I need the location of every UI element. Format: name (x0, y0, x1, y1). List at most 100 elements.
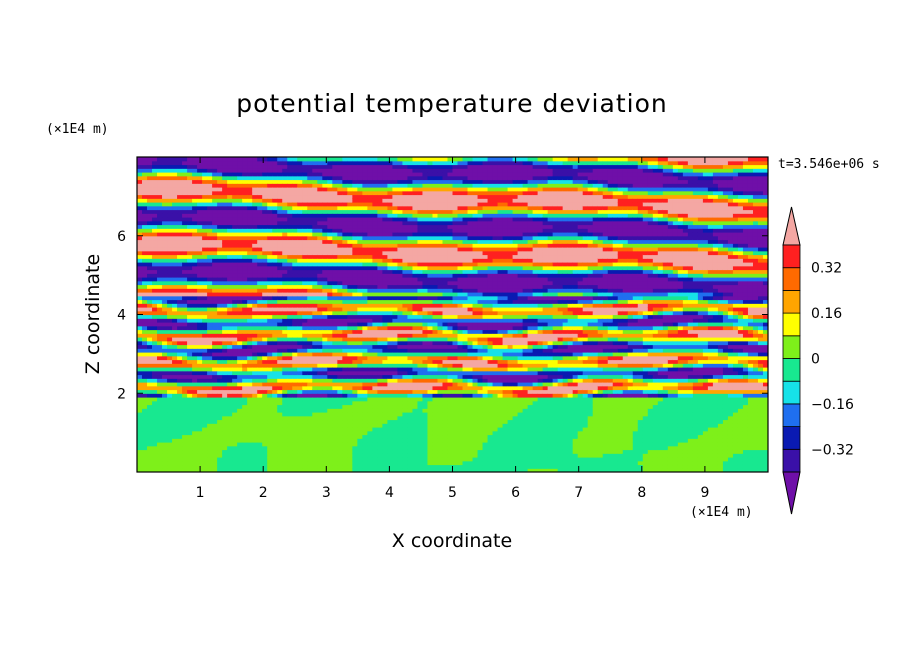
heatmap-cell (232, 168, 238, 173)
heatmap-cell (152, 239, 158, 244)
heatmap-cell (227, 157, 233, 162)
heatmap-cell (332, 164, 338, 169)
heatmap-cell (392, 239, 399, 244)
heatmap-cell (347, 408, 353, 413)
heatmap-cell (267, 164, 273, 169)
heatmap-cell (427, 393, 434, 398)
heatmap-cell (222, 247, 228, 252)
heatmap-cell (257, 464, 263, 469)
heatmap-cell (167, 374, 173, 379)
heatmap-cell (272, 288, 278, 293)
heatmap-cell (292, 352, 298, 357)
heatmap-cell (317, 389, 323, 394)
heatmap-cell (172, 209, 178, 214)
heatmap-cell (322, 367, 328, 372)
heatmap-cell (177, 183, 183, 188)
heatmap-cell (367, 457, 373, 462)
heatmap-cell (267, 288, 273, 293)
heatmap-cell (317, 329, 323, 334)
heatmap-cell (367, 239, 373, 244)
heatmap-cell (142, 468, 148, 472)
heatmap-cell (242, 453, 248, 458)
heatmap-cell (327, 333, 333, 338)
heatmap-cell (352, 265, 358, 271)
heatmap-cell (227, 460, 233, 466)
heatmap-cell (232, 307, 238, 312)
heatmap-cell (162, 164, 168, 169)
heatmap-cell (202, 329, 208, 334)
heatmap-cell (357, 340, 363, 346)
heatmap-cell (312, 164, 318, 169)
heatmap-cell (147, 460, 153, 466)
heatmap-cell (352, 329, 358, 334)
heatmap-cell (147, 258, 153, 263)
heatmap-cell (202, 412, 208, 417)
heatmap-cell (137, 172, 143, 177)
heatmap-cell (327, 172, 333, 177)
heatmap-cell (267, 307, 273, 312)
heatmap-cell (152, 449, 158, 454)
heatmap-cell (137, 393, 143, 398)
heatmap-cell (247, 329, 253, 334)
heatmap-cell (407, 217, 414, 222)
heatmap-cell (357, 172, 363, 177)
heatmap-cell (177, 258, 183, 263)
heatmap-cell (262, 355, 268, 361)
heatmap-cell (222, 457, 228, 462)
heatmap-cell (377, 190, 383, 196)
heatmap-cell (332, 310, 338, 316)
heatmap-cell (202, 160, 208, 166)
heatmap-cell (277, 434, 283, 439)
heatmap-cell (197, 292, 203, 297)
heatmap-cell (397, 183, 404, 188)
heatmap-cell (367, 295, 373, 301)
heatmap-cell (347, 412, 353, 417)
heatmap-cell (232, 423, 238, 428)
heatmap-cell (352, 190, 358, 196)
heatmap-cell (242, 243, 248, 248)
heatmap-cell (252, 464, 258, 469)
heatmap-cell (312, 295, 318, 301)
heatmap-cell (342, 164, 348, 169)
heatmap-cell (222, 445, 228, 451)
heatmap-cell (182, 408, 188, 413)
heatmap-cell (417, 157, 424, 162)
heatmap-cell (407, 374, 414, 379)
heatmap-cell (182, 239, 188, 244)
heatmap-cell (147, 213, 153, 218)
heatmap-cell (212, 265, 218, 271)
heatmap-cell (207, 250, 213, 256)
heatmap-cell (252, 359, 258, 364)
heatmap-cell (417, 389, 424, 394)
heatmap-cell (207, 258, 213, 263)
heatmap-cell (237, 445, 243, 451)
heatmap-cell (167, 277, 173, 282)
heatmap-cell (157, 187, 163, 192)
heatmap-cell (347, 449, 353, 454)
heatmap-cell (142, 430, 148, 436)
heatmap-cell (352, 232, 358, 237)
heatmap-cell (262, 235, 268, 241)
heatmap-cell (147, 389, 153, 394)
heatmap-cell (197, 164, 203, 169)
heatmap-cell (177, 198, 183, 203)
heatmap-cell (177, 445, 183, 451)
heatmap-cell (402, 363, 409, 368)
heatmap-cell (397, 378, 404, 383)
heatmap-cell (287, 243, 293, 248)
heatmap-cell (307, 363, 313, 368)
heatmap-cell (352, 389, 358, 394)
heatmap-cell (267, 258, 273, 263)
heatmap-cell (312, 348, 318, 353)
heatmap-cell (157, 419, 163, 424)
heatmap-cell (402, 438, 409, 443)
heatmap-cell (187, 277, 193, 282)
heatmap-cell (322, 468, 328, 472)
heatmap-cell (157, 224, 163, 229)
heatmap-cell (362, 385, 368, 391)
heatmap-cell (267, 419, 273, 424)
heatmap-cell (427, 224, 434, 229)
heatmap-cell (207, 348, 213, 353)
heatmap-cell (192, 295, 198, 301)
heatmap-cell (382, 157, 388, 162)
